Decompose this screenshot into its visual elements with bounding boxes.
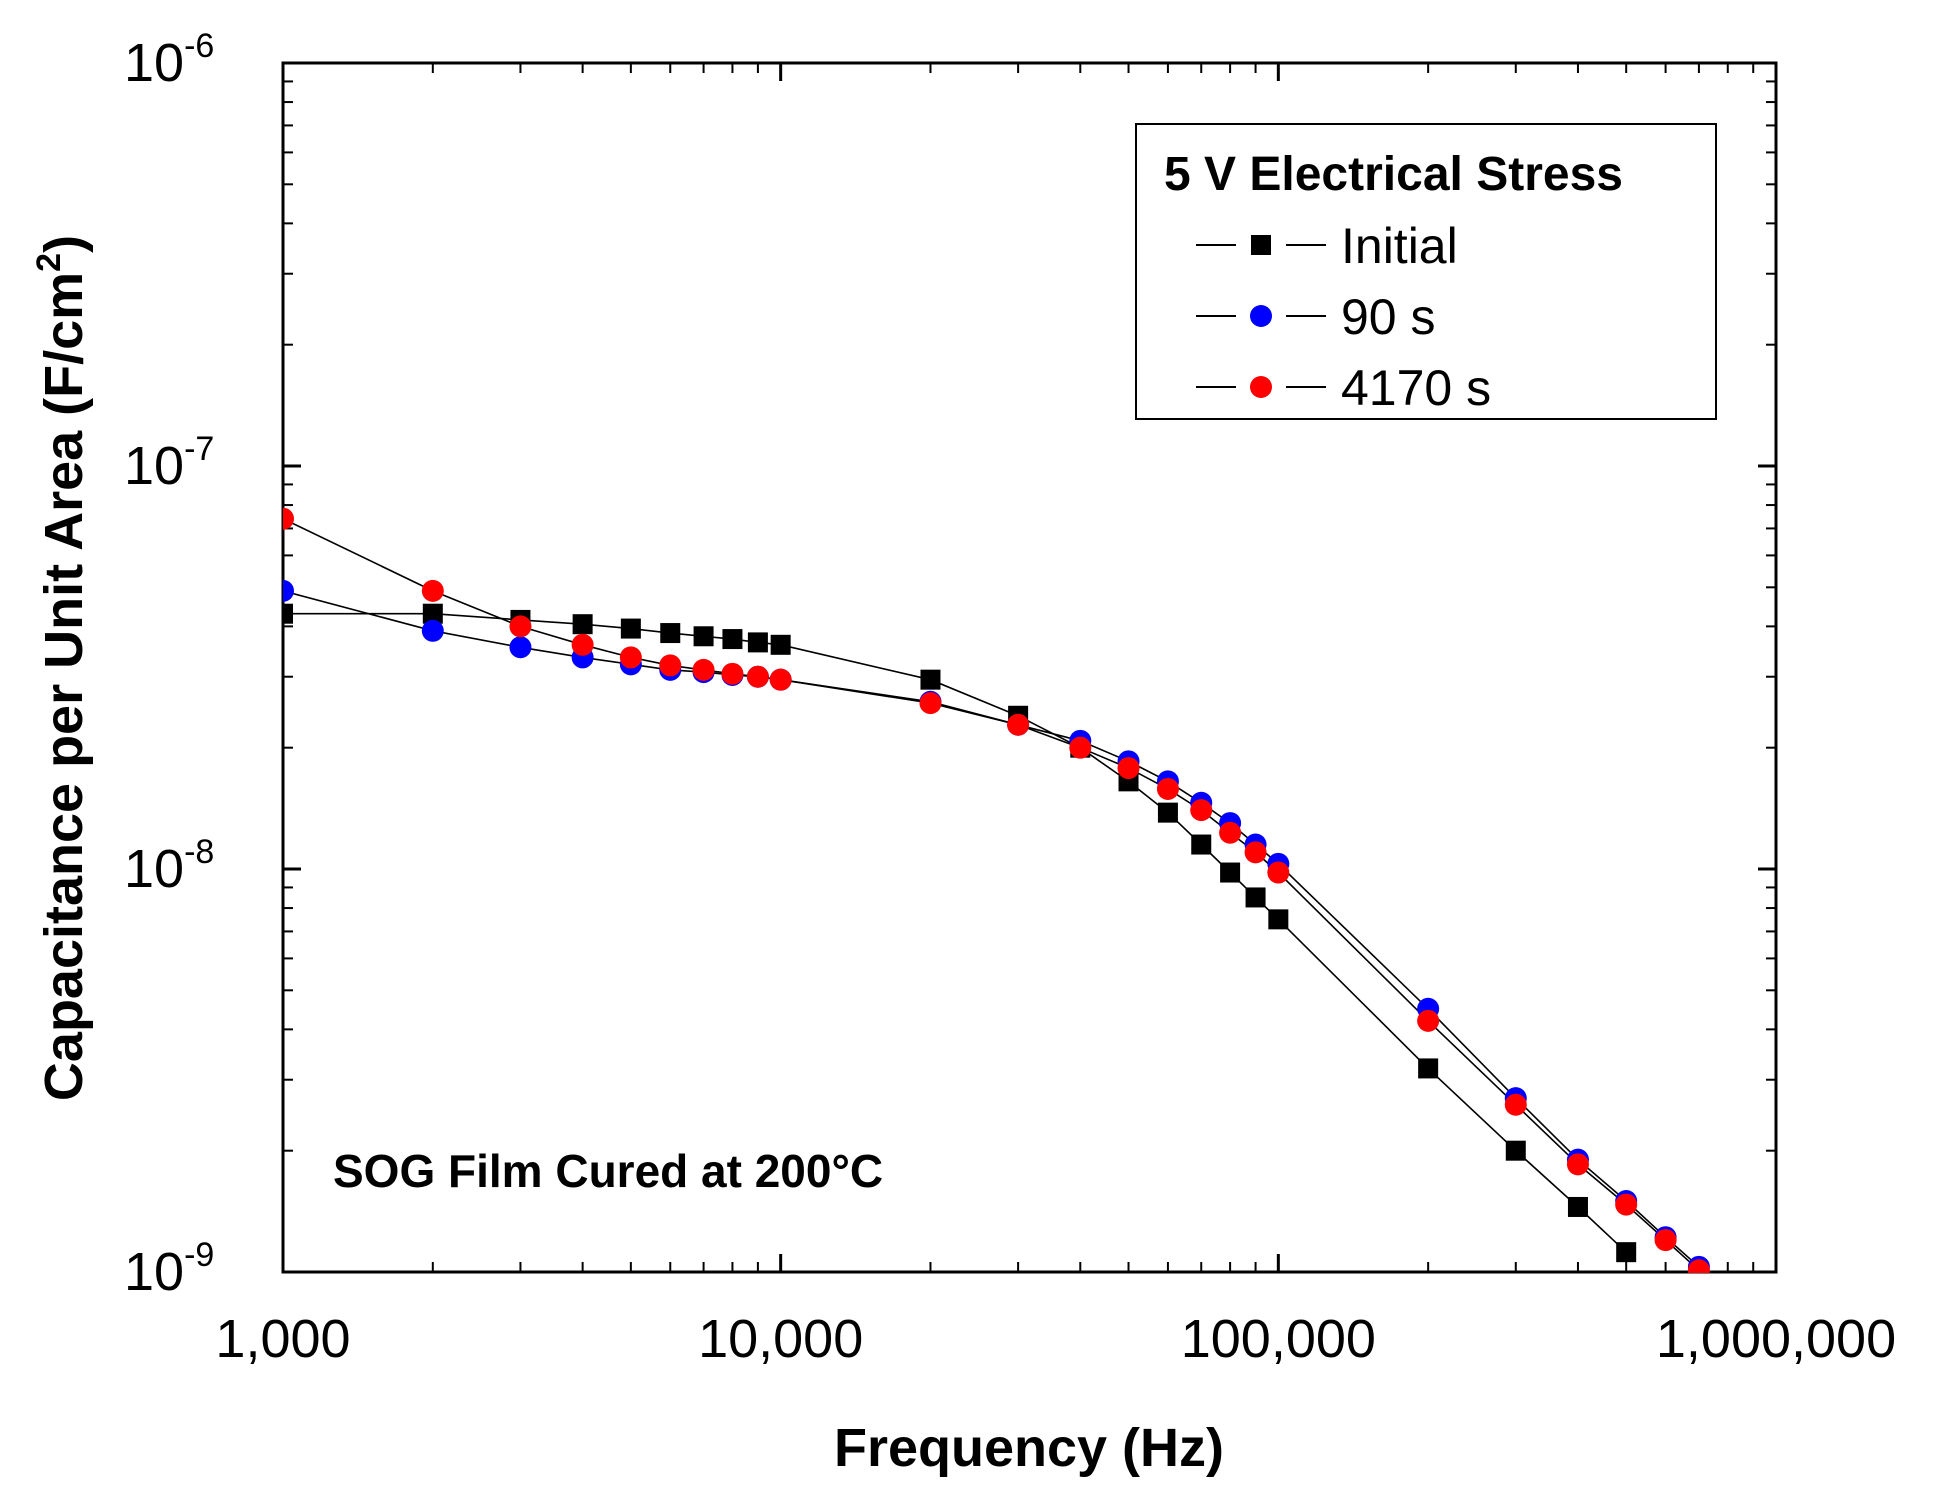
y-tick-base: 10 xyxy=(124,1242,184,1302)
legend-box xyxy=(1135,123,1717,420)
data-point-initial xyxy=(1616,1242,1637,1263)
x-axis-title: Frequency (Hz) xyxy=(834,1418,1224,1478)
data-point-4170-s xyxy=(509,615,532,638)
data-point-4170-s xyxy=(1504,1093,1527,1116)
data-point-4170-s xyxy=(1117,757,1140,780)
data-point-4170-s xyxy=(1190,799,1213,822)
legend-marker xyxy=(1250,376,1272,398)
data-point-initial xyxy=(1220,862,1241,883)
data-point-initial xyxy=(620,618,641,639)
data-point-initial xyxy=(422,603,443,624)
data-point-initial xyxy=(1268,909,1289,930)
data-point-90-s xyxy=(509,636,532,659)
data-point-4170-s xyxy=(283,507,294,530)
x-tick-label: 1,000,000 xyxy=(1656,1309,1896,1369)
major-ticks xyxy=(281,61,1778,1274)
data-point-4170-s xyxy=(619,646,642,669)
data-point-4170-s xyxy=(1417,1009,1440,1032)
data-point-4170-s xyxy=(1654,1229,1677,1252)
x-tick-label: 1,000 xyxy=(215,1309,350,1369)
annotation-sog-film: SOG Film Cured at 200°C xyxy=(333,1145,883,1197)
data-point-4170-s xyxy=(721,662,744,685)
y-tick-base: 10 xyxy=(124,33,184,93)
legend-entry-initial: Initial xyxy=(1196,218,1458,274)
data-point-4170-s xyxy=(1566,1153,1589,1176)
legend-title: 5 V Electrical Stress xyxy=(1164,148,1623,201)
data-point-4170-s xyxy=(421,579,444,602)
y-tick-label: 10-6 xyxy=(124,27,214,93)
data-point-4170-s xyxy=(571,633,594,656)
legend-marker xyxy=(1251,235,1271,255)
data-point-initial xyxy=(1418,1058,1439,1079)
series-markers xyxy=(283,507,1710,1273)
data-point-4170-s xyxy=(1007,713,1030,736)
plot-area-frame xyxy=(281,61,1778,1274)
data-point-initial xyxy=(722,629,743,650)
y-axis-title: Capacitance per Unit Area (F/cm2) xyxy=(30,235,94,1101)
data-point-initial xyxy=(572,614,593,635)
data-point-initial xyxy=(920,669,941,690)
data-point-4170-s xyxy=(1156,777,1179,800)
y-tick-base: 10 xyxy=(124,436,184,496)
data-point-initial xyxy=(1157,802,1178,823)
x-tick-label: 10,000 xyxy=(698,1309,863,1369)
y-tick-exponent: -8 xyxy=(184,833,214,871)
data-point-initial xyxy=(1245,887,1266,908)
data-point-4170-s xyxy=(659,654,682,677)
y-axis-title-tail: ) xyxy=(34,235,94,253)
y-tick-exponent: -9 xyxy=(184,1236,214,1274)
y-tick-base: 10 xyxy=(124,839,184,899)
x-tick-labels: 1,000 10,000 100,000 1,000,000 xyxy=(215,1309,1896,1369)
legend-label: 4170 s xyxy=(1341,360,1491,416)
data-point-4170-s xyxy=(1244,841,1267,864)
data-point-4170-s xyxy=(692,658,715,681)
data-point-initial xyxy=(660,623,681,644)
data-point-90-s xyxy=(283,579,294,602)
legend-label: 90 s xyxy=(1341,289,1436,345)
data-point-initial xyxy=(1567,1196,1588,1217)
data-point-4170-s xyxy=(1267,861,1290,884)
data-point-initial xyxy=(747,632,768,653)
data-point-4170-s xyxy=(746,665,769,688)
data-point-4170-s xyxy=(1615,1193,1638,1216)
data-point-initial xyxy=(1191,834,1212,855)
y-tick-label: 10-9 xyxy=(124,1236,214,1302)
data-point-initial xyxy=(283,603,293,624)
legend: 5 V Electrical Stress Initial 90 s 4170 s xyxy=(1135,123,1717,420)
data-point-initial xyxy=(1505,1140,1526,1161)
data-point-90-s xyxy=(421,619,444,642)
y-axis-title-main: Capacitance per Unit Area (F/cm xyxy=(34,272,94,1101)
x-tick-label: 100,000 xyxy=(1181,1309,1376,1369)
data-point-4170-s xyxy=(1687,1259,1710,1273)
data-point-4170-s xyxy=(1069,736,1092,759)
y-axis-title-superscript: 2 xyxy=(30,253,68,272)
data-point-4170-s xyxy=(1219,821,1242,844)
data-point-4170-s xyxy=(769,668,792,691)
y-tick-label: 10-7 xyxy=(124,430,214,496)
y-tick-exponent: -7 xyxy=(184,430,214,468)
legend-entry-4170-s: 4170 s xyxy=(1196,360,1491,416)
legend-entries: Initial 90 s 4170 s xyxy=(1196,218,1491,416)
legend-marker xyxy=(1250,305,1272,327)
data-point-initial xyxy=(693,626,714,647)
data-point-4170-s xyxy=(919,692,942,715)
legend-label: Initial xyxy=(1341,218,1458,274)
y-tick-labels: 10-910-810-710-6 xyxy=(124,27,214,1302)
y-tick-exponent: -6 xyxy=(184,27,214,65)
legend-entry-90-s: 90 s xyxy=(1196,289,1436,345)
y-tick-label: 10-8 xyxy=(124,833,214,899)
data-point-initial xyxy=(770,634,791,655)
